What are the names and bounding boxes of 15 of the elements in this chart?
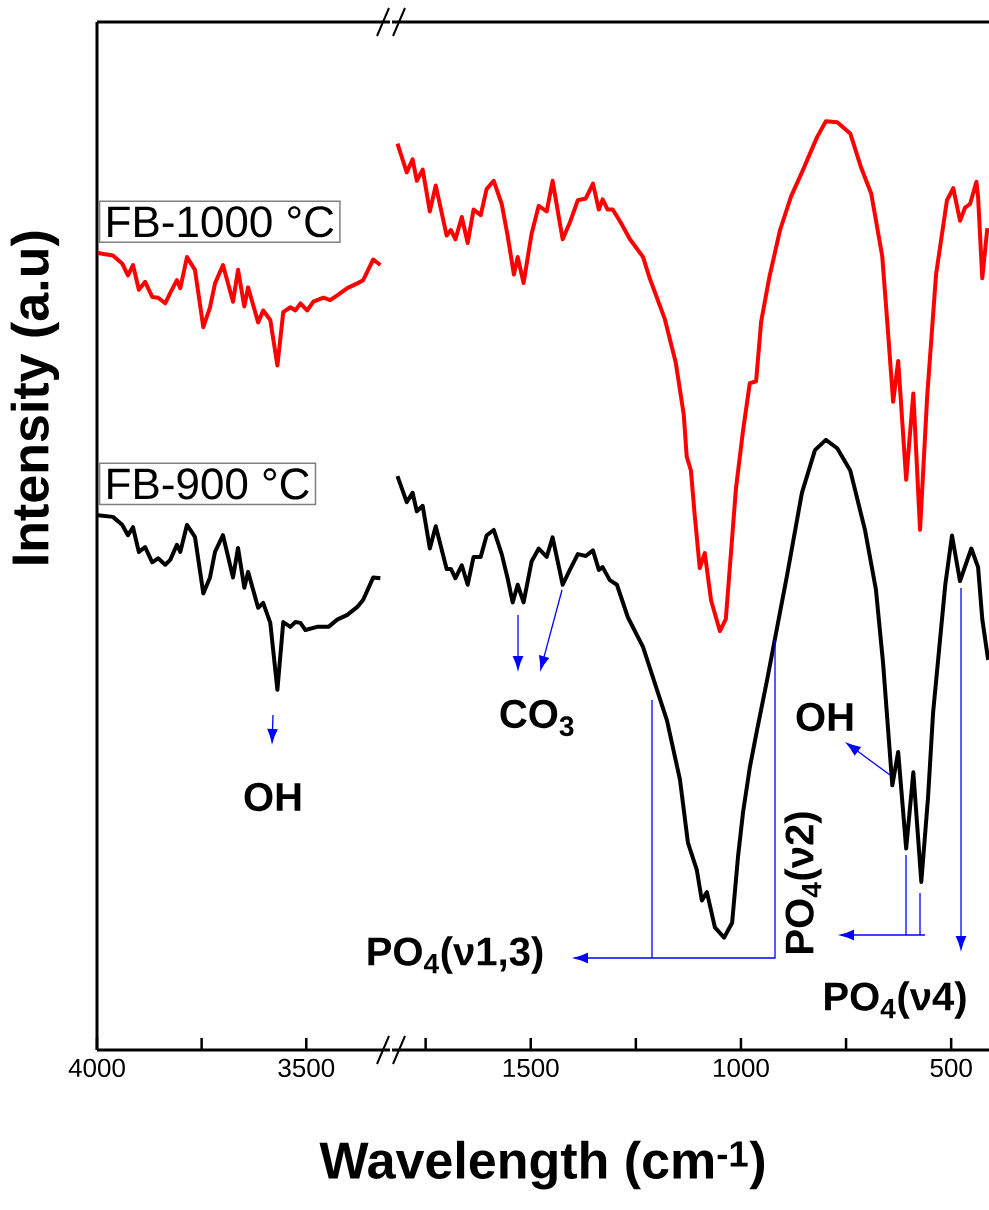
series-label: FB-900 °C [108, 468, 309, 500]
y-axis-title: Intensity (a.u) [10, 231, 60, 564]
annotation: PO$_{4}$(ν4) [825, 981, 966, 1019]
x-tick-label: 1000 [714, 1058, 769, 1078]
x-axis-title: Wavelength (cm$^{-1}$) [319, 1140, 765, 1190]
x-tick-label: 4000 [68, 1058, 125, 1078]
x-tick-label: 500 [930, 1058, 972, 1078]
annotation: OH [796, 702, 853, 732]
x-tick-label: 3500 [278, 1058, 335, 1078]
annotation: PO$_{4}$(ν1,3) [368, 936, 543, 974]
annotation: PO$_{4}$(ν2) [784, 812, 822, 953]
annotation: CO$_{3}$ [500, 699, 574, 737]
series-label: FB-1000 °C [108, 206, 334, 238]
annotation: OH [244, 782, 301, 812]
x-tick-label: 1500 [503, 1058, 559, 1078]
